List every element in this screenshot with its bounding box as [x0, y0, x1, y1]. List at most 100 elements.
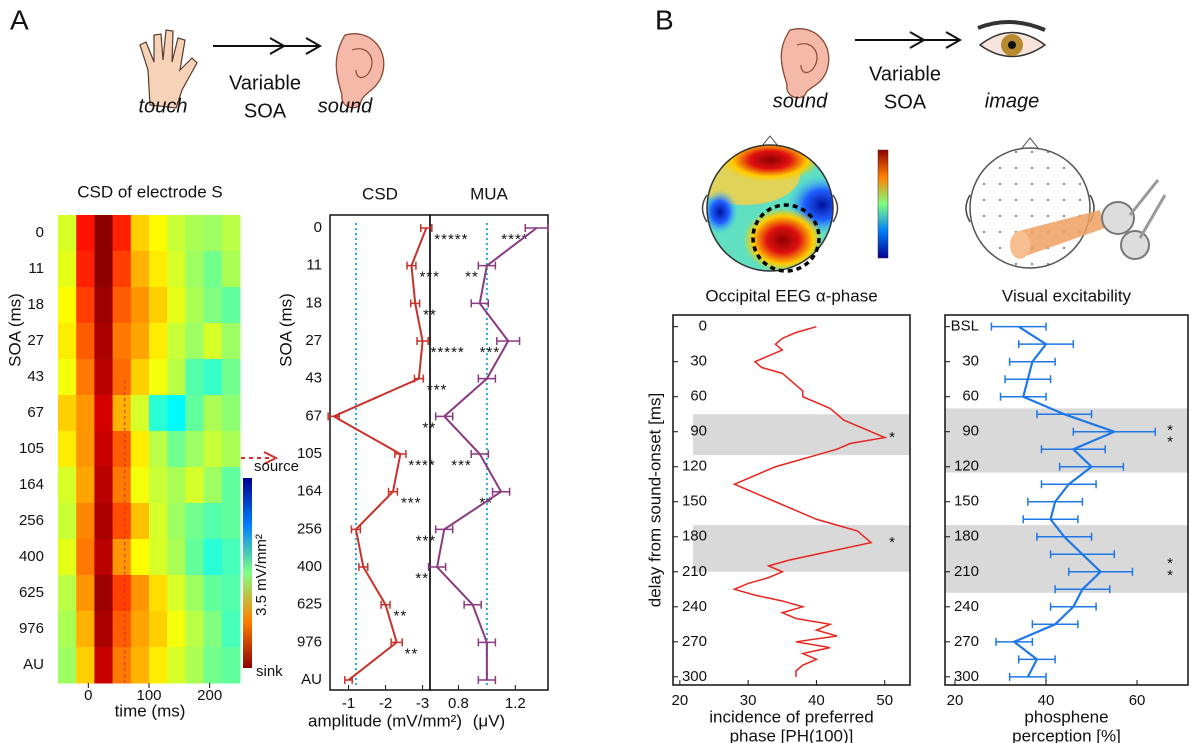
x-tick-label: 0.8 — [448, 695, 469, 712]
significance-label: * — [889, 429, 895, 446]
heatmap-cell — [167, 215, 186, 252]
heatmap-cell — [221, 395, 241, 432]
interval-label: Variable — [229, 72, 301, 94]
heatmap-cell — [185, 539, 205, 576]
heatmap-cell — [58, 251, 77, 288]
significance-label: ** — [465, 269, 479, 286]
heatmap-cell — [185, 323, 205, 360]
heatmap-cell — [221, 611, 241, 648]
heatmap-cell — [112, 215, 132, 252]
plot-frame — [944, 314, 1189, 686]
x-tick-label: 200 — [197, 687, 222, 704]
heatmap-cell — [203, 575, 223, 612]
heatmap-cell — [149, 611, 168, 648]
colorbar — [243, 478, 252, 668]
heatmap-cell — [203, 611, 223, 648]
heatmap-cell — [58, 575, 77, 612]
significance-label: *** — [451, 457, 472, 474]
x-axis-label: amplitude (mV/mm²) — [308, 711, 462, 730]
y-tick-label: 256 — [297, 520, 322, 537]
interval-label: Variable — [869, 63, 941, 85]
y-tick-label: 18 — [305, 294, 322, 311]
profile-line — [436, 227, 538, 681]
x-tick-label: 0 — [84, 687, 92, 704]
heatmap-cell — [221, 215, 241, 252]
heatmap-cell — [112, 431, 132, 468]
heatmap-cell — [94, 215, 114, 252]
y-tick-label: 300 — [682, 668, 707, 685]
heatmap-cell — [167, 539, 186, 576]
y-tick-label: 60 — [690, 388, 707, 405]
stimulus-from: touch — [139, 95, 188, 117]
heatmap-cell — [203, 539, 223, 576]
chart-title: Occipital EEG α-phase — [705, 286, 877, 305]
heatmap-cell — [221, 287, 241, 324]
heatmap-cell — [58, 215, 77, 252]
heatmap-cell — [221, 539, 241, 576]
y-tick-label: 180 — [682, 528, 707, 545]
heatmap-cell — [149, 503, 168, 540]
heatmap-cell — [149, 431, 168, 468]
heatmap-cell — [112, 575, 132, 612]
heatmap-cell — [94, 503, 114, 540]
y-tick-label: 625 — [297, 596, 322, 613]
heatmap-cell — [76, 287, 95, 324]
significance-label: *** — [416, 532, 437, 549]
heatmap-cell — [58, 467, 77, 504]
heatmap-cell — [203, 287, 223, 324]
heatmap-cell — [149, 467, 168, 504]
y-tick-label: 120 — [954, 458, 979, 475]
heatmap-cell — [149, 359, 168, 396]
y-tick-label: 43 — [305, 370, 322, 387]
y-tick-label: 18 — [27, 296, 44, 313]
heatmap-cell — [167, 431, 186, 468]
heatmap-cell — [149, 395, 168, 432]
x-tick-label: 40 — [1038, 692, 1055, 709]
heatmap-cell — [58, 323, 77, 360]
y-tick-label: 240 — [682, 598, 707, 615]
heatmap-cell — [149, 539, 168, 576]
y-tick-label: 67 — [305, 407, 322, 424]
heatmap-cell — [76, 539, 95, 576]
heatmap-cell — [130, 395, 150, 432]
heatmap-cell — [130, 431, 150, 468]
heatmap-cell — [167, 287, 186, 324]
heatmap-cell — [185, 611, 205, 648]
y-tick-label: 400 — [19, 548, 44, 565]
heatmap-cell — [149, 215, 168, 252]
chart-title: Visual excitability — [1002, 286, 1132, 305]
x-tick-label: -3 — [416, 695, 429, 712]
x-tick-label: 20 — [947, 692, 964, 709]
y-tick-label: 150 — [954, 493, 979, 510]
x-tick-label: 1.2 — [505, 695, 526, 712]
heatmap-cell — [58, 647, 77, 684]
x-tick-label: -1 — [342, 695, 355, 712]
significance-label: *** — [480, 344, 501, 361]
y-tick-label: 90 — [962, 423, 979, 440]
y-tick-label: 400 — [297, 558, 322, 575]
heatmap-cell — [112, 323, 132, 360]
heatmap-cell — [203, 359, 223, 396]
heatmap-cell — [185, 251, 205, 288]
significance-label: *** — [401, 495, 422, 512]
y-tick-label: 67 — [27, 404, 44, 421]
y-tick-label: 60 — [962, 388, 979, 405]
heatmap-cell — [185, 287, 205, 324]
chart-title: MUA — [470, 184, 508, 203]
significance-label: ** — [423, 419, 437, 436]
y-tick-label: 210 — [682, 563, 707, 580]
y-tick-label: 11 — [28, 260, 44, 277]
heatmap-cell — [203, 395, 223, 432]
heatmap-cell — [185, 575, 205, 612]
heatmap-cell — [167, 575, 186, 612]
heatmap-cell — [130, 251, 150, 288]
heatmap-cell — [112, 503, 132, 540]
y-tick-label: 150 — [682, 493, 707, 510]
heatmap-cell — [58, 539, 77, 576]
heatmap-cell — [58, 287, 77, 324]
heatmap-cell — [112, 359, 132, 396]
heatmap-cell — [203, 215, 223, 252]
heatmap-cell — [185, 503, 205, 540]
panel-label: B — [655, 4, 674, 35]
